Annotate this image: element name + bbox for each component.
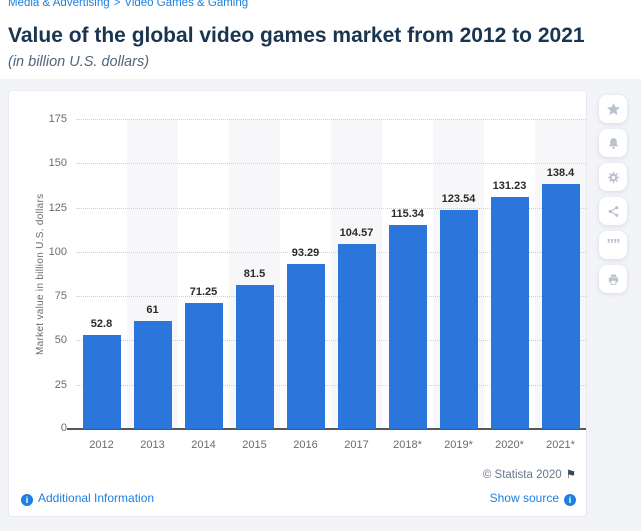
print-icon xyxy=(607,273,620,286)
bar-2016[interactable] xyxy=(286,263,325,429)
show-source-link[interactable]: Show source i xyxy=(490,491,576,506)
y-tick-label: 175 xyxy=(48,113,67,125)
info-icon: i xyxy=(21,494,33,506)
print-button[interactable] xyxy=(599,265,627,293)
bar-value-label: 123.54 xyxy=(441,193,476,206)
y-tick-label: 25 xyxy=(54,378,67,391)
copyright-note: © Statista 2020 ⚑ xyxy=(482,469,576,481)
gear-button[interactable] xyxy=(599,163,627,191)
bar-value-label: 52.8 xyxy=(90,318,113,331)
x-tick-label: 2019* xyxy=(444,439,473,451)
y-tick-label: 75 xyxy=(54,290,67,303)
share-icon xyxy=(607,205,620,218)
bar-value-label: 61 xyxy=(146,303,159,316)
gridline-75 xyxy=(76,296,586,298)
chart-toolbar: ”” xyxy=(599,95,629,305)
gridline-150 xyxy=(76,163,586,165)
y-tick-label: 100 xyxy=(48,245,67,258)
bar-2018*[interactable] xyxy=(388,224,427,429)
bar-value-label: 71.25 xyxy=(189,285,218,298)
bar-value-label: 115.34 xyxy=(390,207,425,220)
star-button[interactable] xyxy=(599,95,627,123)
breadcrumb: Media & Advertising > Video Games & Gaming xyxy=(8,0,248,9)
x-tick-label: 2018* xyxy=(393,439,422,451)
bar-value-label: 81.5 xyxy=(243,267,266,280)
x-tick-label: 2015 xyxy=(242,439,267,451)
gridline-100 xyxy=(76,251,586,253)
x-tick-label: 2014 xyxy=(191,439,216,451)
flag-icon: ⚑ xyxy=(565,469,576,481)
quote-icon: ”” xyxy=(606,236,621,253)
breadcrumb-link-media-advertising[interactable]: Media & Advertising xyxy=(8,0,110,9)
info-icon: i xyxy=(564,494,576,506)
additional-information-link[interactable]: i Additional Information xyxy=(21,491,154,506)
breadcrumb-link-video-games[interactable]: Video Games & Gaming xyxy=(124,0,249,9)
gridline-50 xyxy=(76,340,586,342)
x-axis-line xyxy=(67,428,586,430)
bar-2014[interactable] xyxy=(184,302,223,429)
bell-button[interactable] xyxy=(599,129,627,157)
page-title: Value of the global video games market f… xyxy=(8,24,585,47)
bar-value-label: 104.57 xyxy=(339,226,374,239)
gridline-125 xyxy=(76,207,586,209)
x-tick-label: 2017 xyxy=(344,439,369,451)
x-tick-label: 2013 xyxy=(140,439,165,451)
bar-2021*[interactable] xyxy=(541,183,580,429)
y-tick-label: 150 xyxy=(48,157,67,170)
star-icon xyxy=(606,102,620,116)
bar-value-label: 131.23 xyxy=(492,179,527,192)
chart-card: Market value in billion U.S. dollars 25 5… xyxy=(8,90,587,517)
plot-area: 25 50 75 100 125 150 175 0 52.8 2012 61 2013 71.25 20… xyxy=(49,113,586,451)
y-tick-label: 0 xyxy=(60,422,67,434)
quote-button[interactable]: ”” xyxy=(599,231,627,259)
bar-2017[interactable] xyxy=(337,243,376,429)
x-tick-label: 2016 xyxy=(293,439,318,451)
y-tick-label: 50 xyxy=(54,334,67,347)
bar-2013[interactable] xyxy=(133,320,172,429)
bar-2012[interactable] xyxy=(82,335,121,429)
bar-2015[interactable] xyxy=(235,284,274,429)
x-tick-label: 2021* xyxy=(546,439,575,451)
breadcrumb-separator: > xyxy=(113,0,121,9)
gridline-175 xyxy=(76,119,586,120)
gridline-25 xyxy=(76,384,586,386)
bar-2020*[interactable] xyxy=(490,196,529,429)
gear-icon xyxy=(607,171,620,184)
share-button[interactable] xyxy=(599,197,627,225)
y-tick-label: 125 xyxy=(48,201,67,214)
bar-value-label: 93.29 xyxy=(291,246,320,259)
page-subtitle: (in billion U.S. dollars) xyxy=(8,54,150,70)
bar-2019*[interactable] xyxy=(439,210,478,429)
bell-icon xyxy=(607,137,620,150)
x-tick-label: 2020* xyxy=(495,439,524,451)
bar-value-label: 138.4 xyxy=(546,166,575,179)
x-tick-label: 2012 xyxy=(89,439,114,451)
